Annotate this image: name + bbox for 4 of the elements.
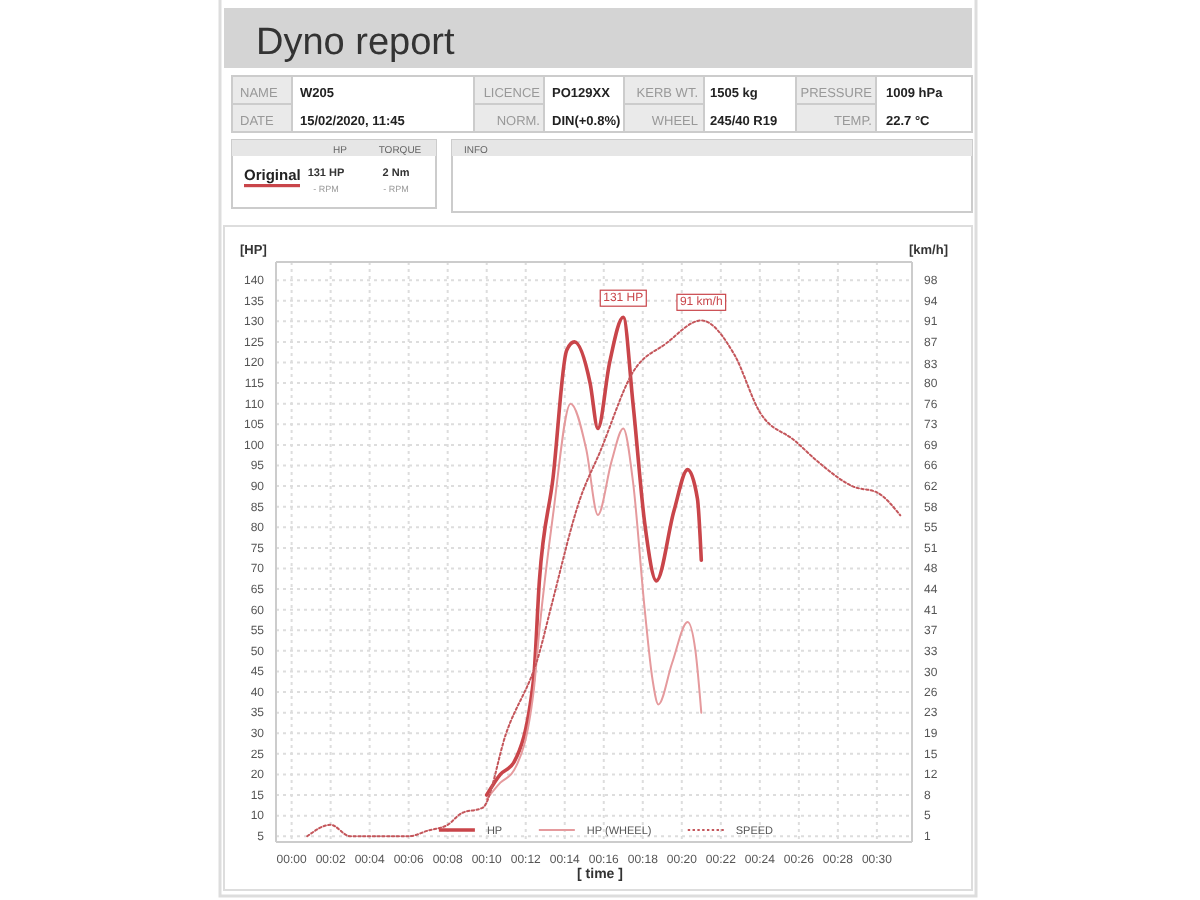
line-series (306, 319, 902, 838)
line-series (485, 402, 703, 801)
line-series (484, 315, 704, 797)
text: Dyno report (256, 22, 456, 64)
